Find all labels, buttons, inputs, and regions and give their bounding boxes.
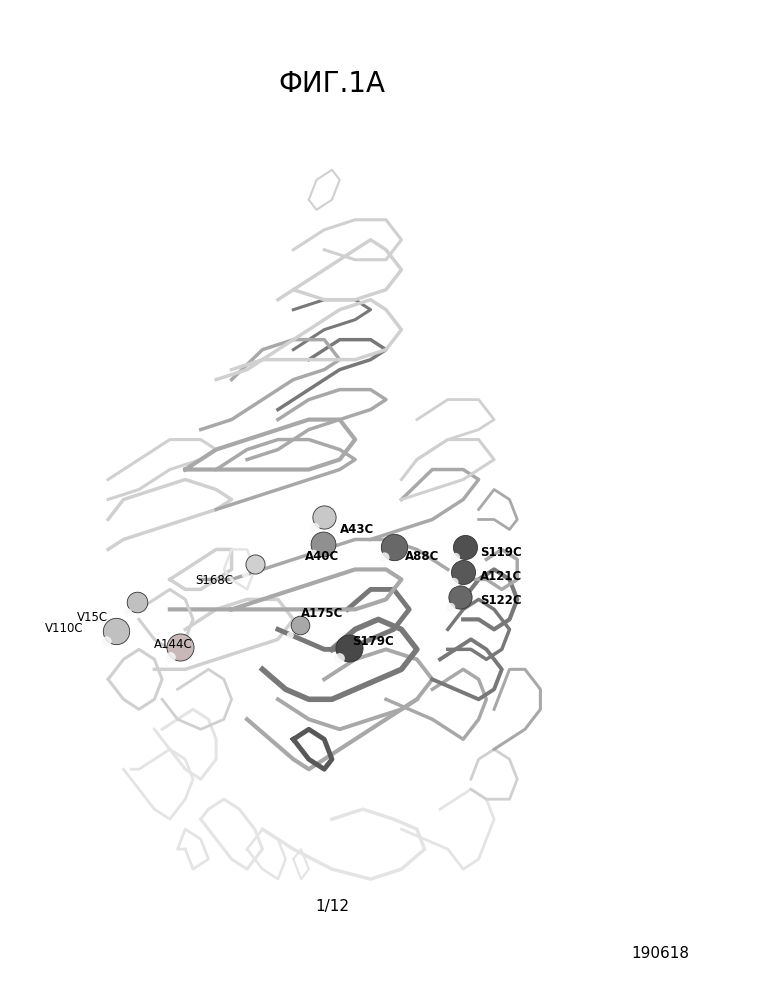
Text: S122C: S122C bbox=[480, 593, 522, 607]
Point bbox=[457, 564, 469, 580]
Point bbox=[378, 549, 391, 565]
Text: V15C: V15C bbox=[77, 610, 108, 624]
Text: A144C: A144C bbox=[154, 637, 193, 651]
Point bbox=[388, 539, 400, 555]
Point bbox=[122, 604, 134, 620]
Text: 1/12: 1/12 bbox=[315, 898, 349, 914]
Text: S179C: S179C bbox=[352, 634, 394, 648]
Text: A175C: A175C bbox=[301, 606, 344, 620]
Text: A88C: A88C bbox=[405, 549, 440, 563]
Point bbox=[318, 509, 330, 525]
Point bbox=[459, 539, 471, 555]
Point bbox=[448, 574, 460, 590]
Point bbox=[284, 627, 296, 643]
Point bbox=[293, 617, 306, 633]
Text: A43C: A43C bbox=[340, 522, 374, 536]
Text: A40C: A40C bbox=[305, 549, 339, 563]
Point bbox=[174, 639, 186, 655]
Text: 190618: 190618 bbox=[631, 945, 689, 961]
Text: S168C: S168C bbox=[195, 573, 233, 587]
Point bbox=[309, 519, 321, 535]
Point bbox=[249, 556, 261, 572]
Point bbox=[239, 566, 252, 582]
Point bbox=[100, 633, 113, 649]
Text: ФИГ.1A: ФИГ.1A bbox=[279, 70, 385, 98]
Text: A121C: A121C bbox=[480, 569, 523, 583]
Point bbox=[317, 536, 329, 552]
Point bbox=[307, 546, 320, 562]
Text: S119C: S119C bbox=[480, 545, 522, 559]
Point bbox=[343, 640, 355, 656]
Point bbox=[131, 594, 144, 610]
Point bbox=[164, 649, 177, 665]
Text: V110C: V110C bbox=[45, 621, 83, 635]
Point bbox=[449, 549, 462, 565]
Point bbox=[110, 623, 122, 639]
Point bbox=[334, 650, 346, 666]
Point bbox=[445, 599, 457, 615]
Point bbox=[454, 589, 466, 605]
